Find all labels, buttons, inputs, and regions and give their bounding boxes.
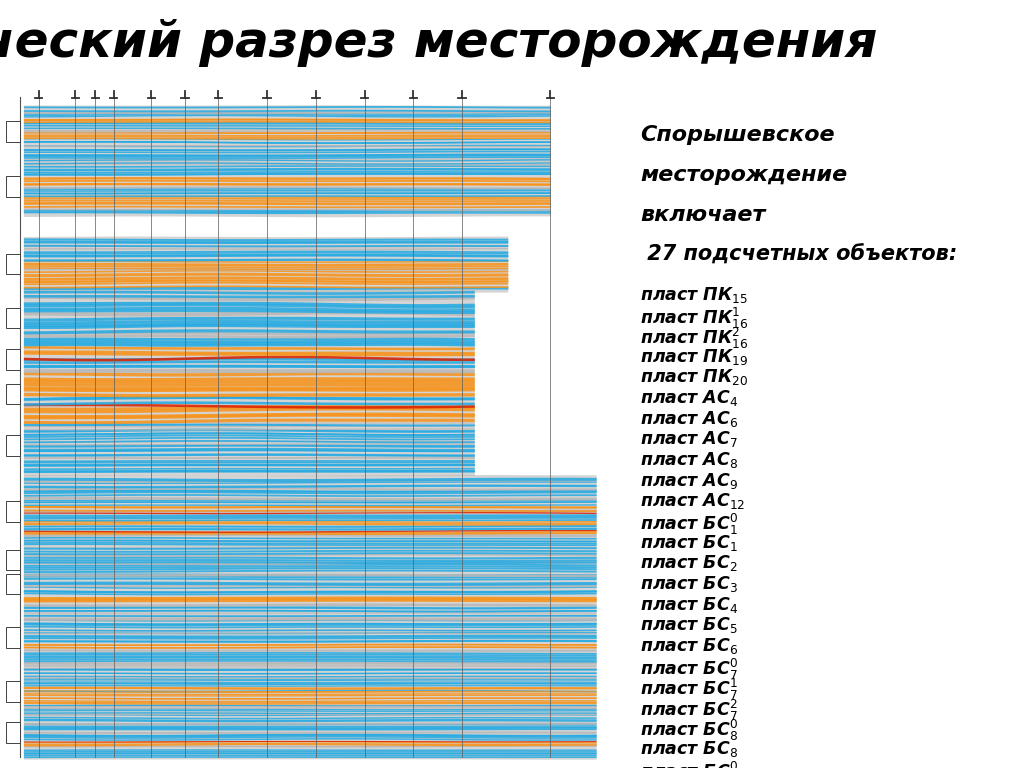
Text: пласт БС$_{5}$: пласт БС$_{5}$: [640, 615, 738, 635]
Text: пласт БС$_{8}^{0}$: пласт БС$_{8}^{0}$: [640, 718, 738, 743]
Text: включает: включает: [640, 205, 766, 225]
Bar: [6, 121, 19, 142]
Bar: [6, 680, 19, 702]
Text: пласт АС$_{9}$: пласт АС$_{9}$: [640, 471, 738, 491]
Bar: [6, 627, 19, 647]
Text: пласт БС$_{4}$: пласт БС$_{4}$: [640, 594, 738, 614]
Text: 27 подсчетных объектов:: 27 подсчетных объектов:: [640, 245, 957, 265]
Text: месторождение: месторождение: [640, 165, 848, 185]
Text: пласт ПК$_{15}$: пласт ПК$_{15}$: [640, 285, 749, 305]
Bar: [6, 502, 19, 522]
Text: пласт БС$_{8}$: пласт БС$_{8}$: [640, 739, 738, 759]
Text: пласт АС$_{4}$: пласт АС$_{4}$: [640, 388, 738, 408]
Bar: [6, 177, 19, 197]
Text: пласт БС$_{1}^{0}$: пласт БС$_{1}^{0}$: [640, 512, 738, 537]
Bar: [6, 253, 19, 274]
Text: пласт БС$_{3}$: пласт БС$_{3}$: [640, 574, 738, 594]
Text: пласт БС$_{7}^{2}$: пласт БС$_{7}^{2}$: [640, 698, 738, 723]
Text: пласт БС$_{2}$: пласт БС$_{2}$: [640, 553, 738, 573]
Text: пласт БС$_{7}^{1}$: пласт БС$_{7}^{1}$: [640, 677, 738, 702]
Text: пласт ПК$_{19}$: пласт ПК$_{19}$: [640, 347, 749, 367]
Text: пласт АС$_{8}$: пласт АС$_{8}$: [640, 450, 738, 470]
Bar: [6, 349, 19, 370]
Text: пласт БС$_{10}^{0}$: пласт БС$_{10}^{0}$: [640, 760, 746, 768]
Text: пласт БС$_{7}^{0}$: пласт БС$_{7}^{0}$: [640, 657, 738, 681]
Text: пласт АС$_{12}$: пласт АС$_{12}$: [640, 492, 745, 511]
Text: пласт БС$_{6}$: пласт БС$_{6}$: [640, 636, 738, 656]
Text: пласт БС$_{1}$: пласт БС$_{1}$: [640, 532, 738, 553]
Bar: [6, 435, 19, 456]
Text: пласт ПК$_{16}^{2}$: пласт ПК$_{16}^{2}$: [640, 326, 749, 351]
Bar: [6, 550, 19, 570]
Bar: [6, 384, 19, 404]
Text: Спорышевское: Спорышевское: [640, 125, 835, 145]
Text: пласт АС$_{7}$: пласт АС$_{7}$: [640, 429, 738, 449]
Text: пласт ПК$_{20}$: пласт ПК$_{20}$: [640, 367, 749, 387]
Bar: [6, 574, 19, 594]
Text: Геологический разрез месторождения: Геологический разрез месторождения: [0, 19, 877, 68]
Text: пласт АС$_{6}$: пласт АС$_{6}$: [640, 409, 738, 429]
Bar: [6, 307, 19, 329]
Text: пласт ПК$_{16}^{1}$: пласт ПК$_{16}^{1}$: [640, 306, 749, 330]
Bar: [6, 722, 19, 743]
